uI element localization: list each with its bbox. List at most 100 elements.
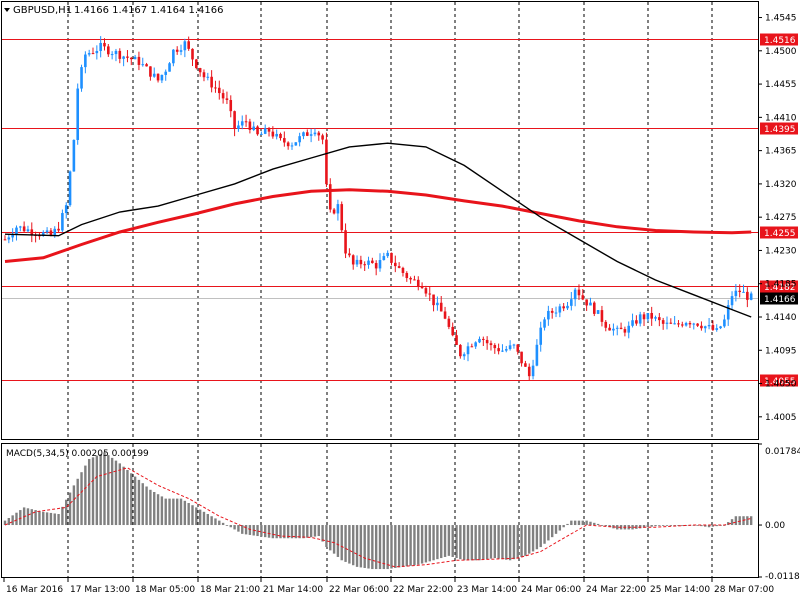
- macd-bar: [206, 514, 210, 526]
- macd-y-tick-label: 0.01784: [765, 447, 800, 457]
- candle-body: [87, 53, 91, 55]
- macd-bar: [214, 518, 217, 526]
- macd-bar: [577, 520, 581, 526]
- candle-body: [677, 323, 680, 325]
- macd-bar: [7, 517, 11, 526]
- macd-bar: [631, 525, 634, 530]
- macd-bar: [730, 519, 734, 526]
- y-tick-label: 1.4050: [765, 380, 797, 390]
- macd-bar: [195, 507, 198, 526]
- macd-bar: [317, 525, 320, 537]
- candle-body: [129, 57, 133, 60]
- x-tick-label: 18 Mar 21:00: [200, 585, 260, 595]
- macd-bar: [61, 506, 64, 526]
- candle-body: [730, 296, 734, 306]
- macd-bar: [19, 510, 22, 526]
- macd-bar: [30, 509, 33, 526]
- macd-bar: [543, 525, 546, 544]
- candle-body: [520, 351, 523, 364]
- candle-body: [608, 327, 611, 331]
- candle-body: [110, 54, 114, 56]
- candle-body: [504, 349, 508, 351]
- macd-bar: [141, 483, 144, 526]
- candle-body: [76, 88, 80, 140]
- candle-body: [263, 128, 267, 134]
- candle-body: [416, 279, 420, 287]
- macd-bar: [3, 520, 7, 526]
- macd-bar: [309, 525, 313, 538]
- price-axis: 1.4545 1.4500 1.4455 1.4410 1.4365 1.4320 1.42…: [758, 14, 797, 423]
- macd-bar: [114, 460, 118, 526]
- candle-body: [703, 326, 707, 329]
- chevron-down-icon[interactable]: [4, 8, 10, 12]
- level-tag-label: 1.4516: [764, 36, 796, 46]
- candle-body: [195, 59, 198, 69]
- candle-body: [619, 327, 623, 330]
- macd-bar: [440, 525, 443, 559]
- candle-body: [749, 293, 753, 300]
- macd-bar: [696, 525, 699, 526]
- candle-body: [244, 121, 248, 123]
- macd-bar: [374, 525, 378, 570]
- macd-bar: [711, 525, 715, 527]
- macd-bar: [639, 525, 642, 529]
- macd-bar: [558, 525, 562, 531]
- candle-body: [72, 139, 76, 172]
- candle-body: [638, 314, 642, 324]
- candle-body: [290, 145, 294, 147]
- candle-body: [550, 310, 554, 313]
- macd-bar: [321, 525, 324, 542]
- candle-body: [501, 350, 504, 352]
- x-tick-label: 28 Mar 07:00: [714, 585, 774, 595]
- candle-body: [183, 41, 187, 51]
- candle-body: [394, 262, 397, 267]
- candle-body: [141, 64, 145, 66]
- candle-body: [424, 288, 428, 294]
- candle-body: [309, 134, 313, 136]
- candle-body: [371, 260, 374, 264]
- candle-body: [623, 329, 627, 333]
- symbol-label[interactable]: GBPUSD,H1: [13, 5, 72, 16]
- price-panel-frame: [1, 1, 759, 440]
- y-tick-label: 1.4005: [765, 413, 797, 423]
- candle-body: [233, 111, 236, 129]
- x-tick-label: 18 Mar 05:00: [135, 585, 195, 595]
- macd-bar: [110, 457, 114, 526]
- ohlc-values: 1.4166 1.4167 1.4164 1.4166: [74, 5, 224, 16]
- candle-body: [669, 322, 673, 324]
- candle-body: [99, 42, 102, 51]
- macd-bar: [118, 463, 121, 526]
- macd-bar: [397, 525, 401, 568]
- macd-bar: [585, 520, 588, 526]
- macd-bar: [616, 525, 619, 530]
- candle-body: [680, 324, 684, 326]
- macd-bar: [478, 525, 481, 561]
- macd-bar: [84, 465, 87, 526]
- macd-bar: [734, 516, 738, 526]
- candle-body: [527, 366, 531, 377]
- macd-bar: [91, 457, 95, 526]
- candle-body: [317, 132, 321, 136]
- macd-bar: [80, 472, 83, 526]
- candle-body: [313, 132, 317, 135]
- candle-body: [279, 133, 282, 139]
- candle-body: [654, 317, 657, 319]
- macd-bar: [508, 525, 512, 561]
- macd-bar: [11, 515, 14, 526]
- candle-body: [45, 230, 49, 233]
- candle-body: [340, 204, 344, 231]
- candle-body: [524, 363, 527, 367]
- candle-body: [26, 229, 30, 232]
- macd-bar: [133, 476, 137, 526]
- candle-body: [413, 279, 416, 281]
- candle-body: [443, 311, 447, 319]
- candle-body: [164, 71, 168, 75]
- macd-bar: [654, 525, 657, 527]
- candle-body: [206, 76, 210, 78]
- candle-body: [133, 56, 137, 60]
- macd-bar: [474, 525, 477, 561]
- candle-body: [114, 50, 118, 55]
- candle-body: [688, 322, 692, 325]
- candle-body: [152, 73, 156, 77]
- level-tag-label: 1.4055: [764, 377, 796, 387]
